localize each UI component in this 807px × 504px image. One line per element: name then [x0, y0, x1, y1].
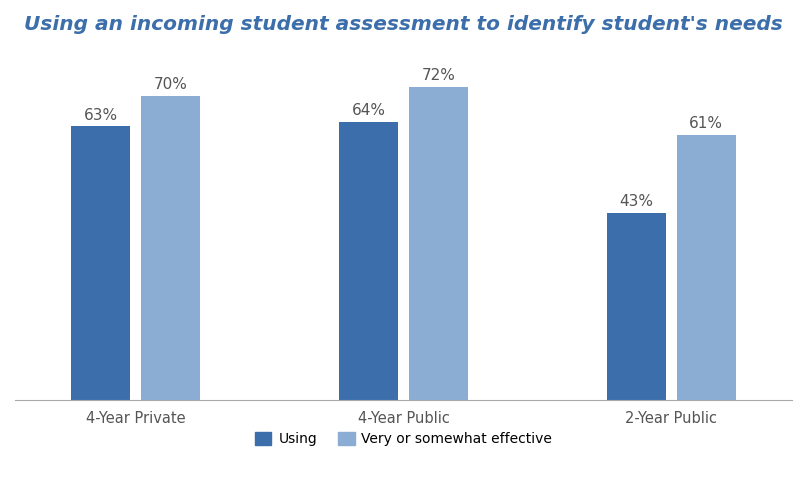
- Text: 70%: 70%: [153, 77, 187, 92]
- Text: 63%: 63%: [84, 107, 118, 122]
- Text: 61%: 61%: [689, 116, 723, 131]
- Bar: [409, 87, 468, 400]
- Bar: [71, 126, 130, 400]
- Bar: [677, 135, 736, 400]
- Bar: [607, 213, 666, 400]
- Bar: [141, 96, 200, 400]
- Text: 43%: 43%: [620, 195, 654, 210]
- Legend: Using, Very or somewhat effective: Using, Very or somewhat effective: [249, 427, 558, 452]
- Text: 72%: 72%: [421, 69, 455, 84]
- Title: Using an incoming student assessment to identify student's needs: Using an incoming student assessment to …: [24, 15, 783, 34]
- Bar: [339, 122, 398, 400]
- Text: 64%: 64%: [352, 103, 386, 118]
